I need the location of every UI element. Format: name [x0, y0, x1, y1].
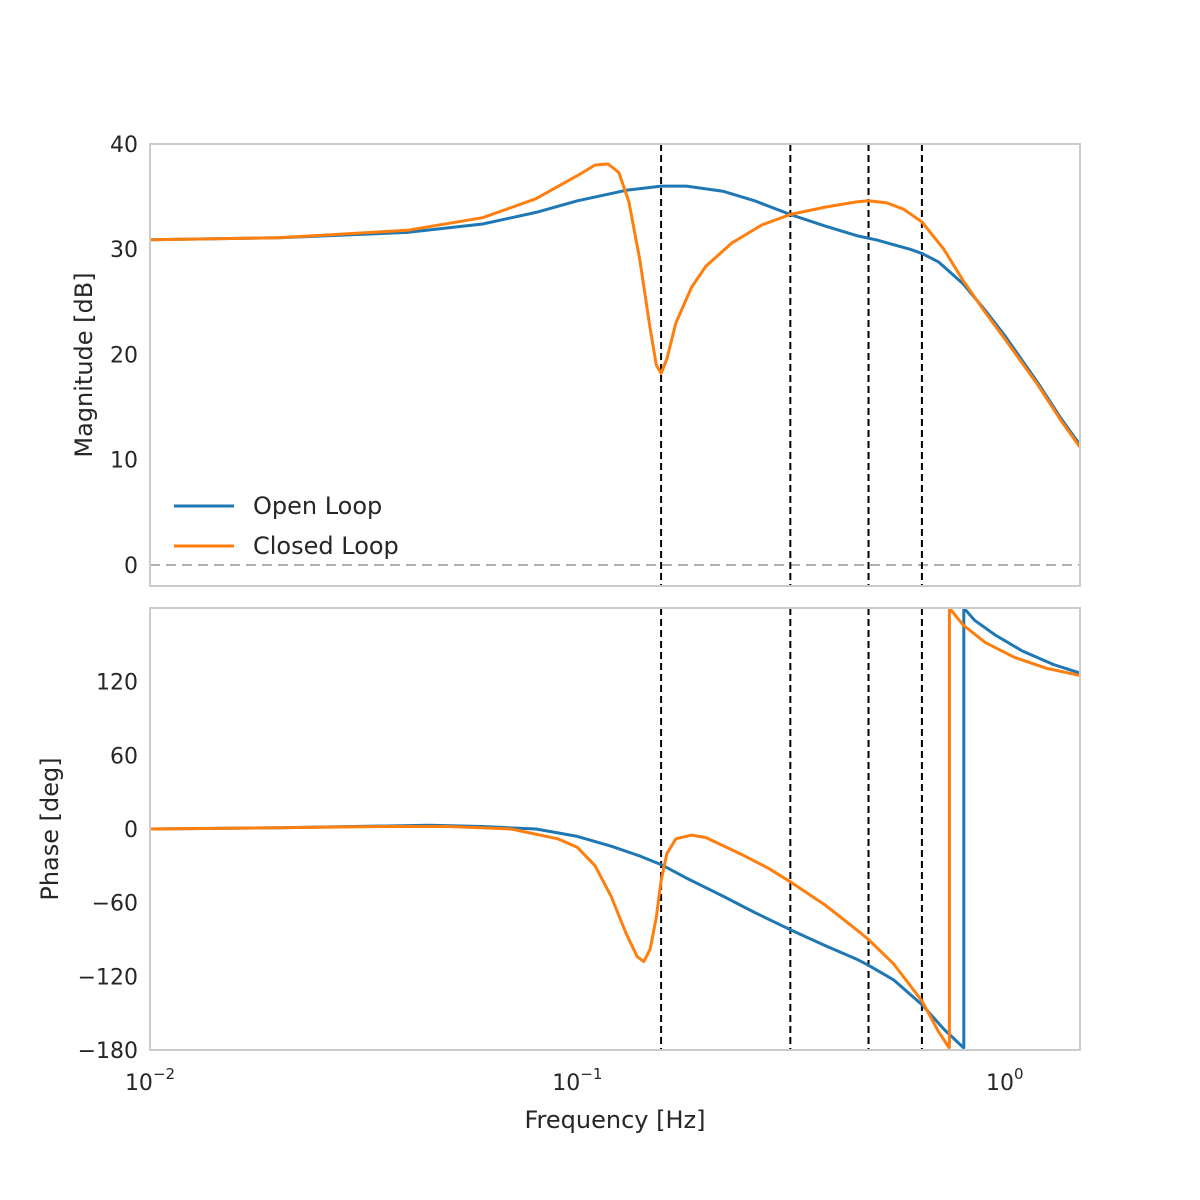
phase-y-tick-label: 0 — [124, 818, 138, 843]
phase-y-tick-label: 120 — [96, 671, 138, 696]
magnitude-frame — [149, 143, 1081, 587]
magnitude-y-tick-label: 10 — [110, 449, 138, 474]
phase-frame — [149, 607, 1081, 1051]
legend: Open Loop Closed Loop — [174, 492, 399, 560]
magnitude-y-tick-label: 0 — [124, 554, 138, 579]
magnitude-y-tick-label: 20 — [110, 343, 138, 368]
phase-y-tick-label: 60 — [110, 744, 138, 769]
x-tick-label: 100 — [986, 1065, 1024, 1096]
x-tick-label: 10−2 — [125, 1065, 175, 1096]
magnitude-axis-label: Magnitude [dB] — [70, 272, 98, 457]
magnitude-y-tick-label: 40 — [110, 133, 138, 158]
magnitude-y-tick-label: 30 — [110, 238, 138, 263]
phase-y-tick-label: −120 — [78, 965, 138, 990]
magnitude-closed-loop-line — [150, 162, 1080, 448]
phase-panel: −180 −120 −60 0 60 120 Phase [deg] 10−2 10−1 10… — [36, 607, 1081, 1134]
legend-label-closed-loop: Closed Loop — [253, 532, 399, 560]
phase-closed-loop-line — [150, 608, 1080, 1049]
legend-label-open-loop: Open Loop — [253, 492, 382, 520]
phase-y-tick-label: −60 — [92, 892, 138, 917]
phase-y-tick-label: −180 — [78, 1039, 138, 1064]
magnitude-panel: 0 10 20 30 40 Magnitude [dB] Open Loop Closed… — [70, 133, 1081, 587]
x-tick-label: 10−1 — [552, 1065, 602, 1096]
x-axis-label: Frequency [Hz] — [525, 1106, 706, 1134]
phase-axis-label: Phase [deg] — [36, 757, 64, 900]
magnitude-open-loop-line — [150, 184, 1080, 446]
